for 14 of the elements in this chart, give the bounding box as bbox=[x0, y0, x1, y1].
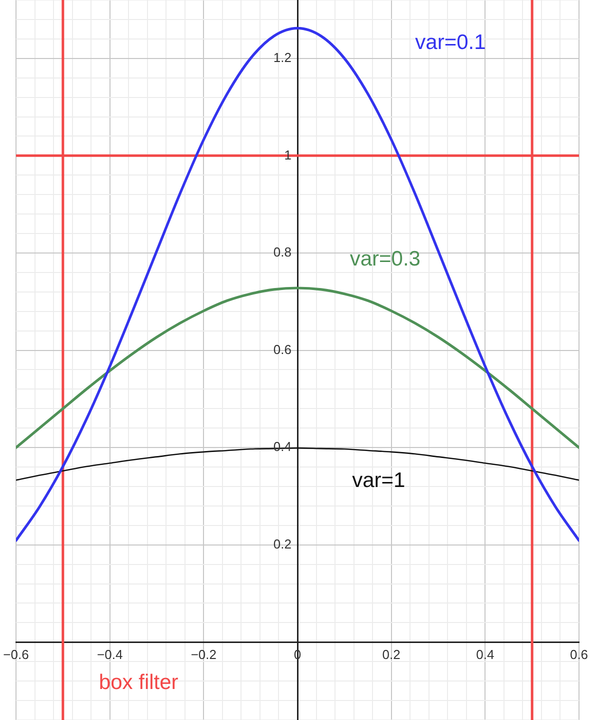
y-tick-label: 1.2 bbox=[273, 50, 292, 65]
text: var=0.1 bbox=[415, 30, 486, 54]
x-tick-label: −0.2 bbox=[190, 647, 217, 662]
x-tick-label: 0.4 bbox=[476, 647, 494, 662]
x-tick-label: −0.4 bbox=[96, 647, 123, 662]
x-tick-label: 0.2 bbox=[382, 647, 400, 662]
y-tick-label: 0.2 bbox=[273, 536, 292, 552]
series-label: var=0.3 bbox=[350, 248, 420, 271]
x-tick-label: 0.6 bbox=[570, 647, 588, 662]
series-label: var=1 bbox=[352, 468, 406, 492]
x-tick-label: −0.6 bbox=[3, 647, 29, 662]
y-tick-label: 0.6 bbox=[273, 342, 292, 357]
ref-line-label: box filter bbox=[98, 670, 178, 694]
y-tick-label: 0.8 bbox=[273, 244, 292, 260]
